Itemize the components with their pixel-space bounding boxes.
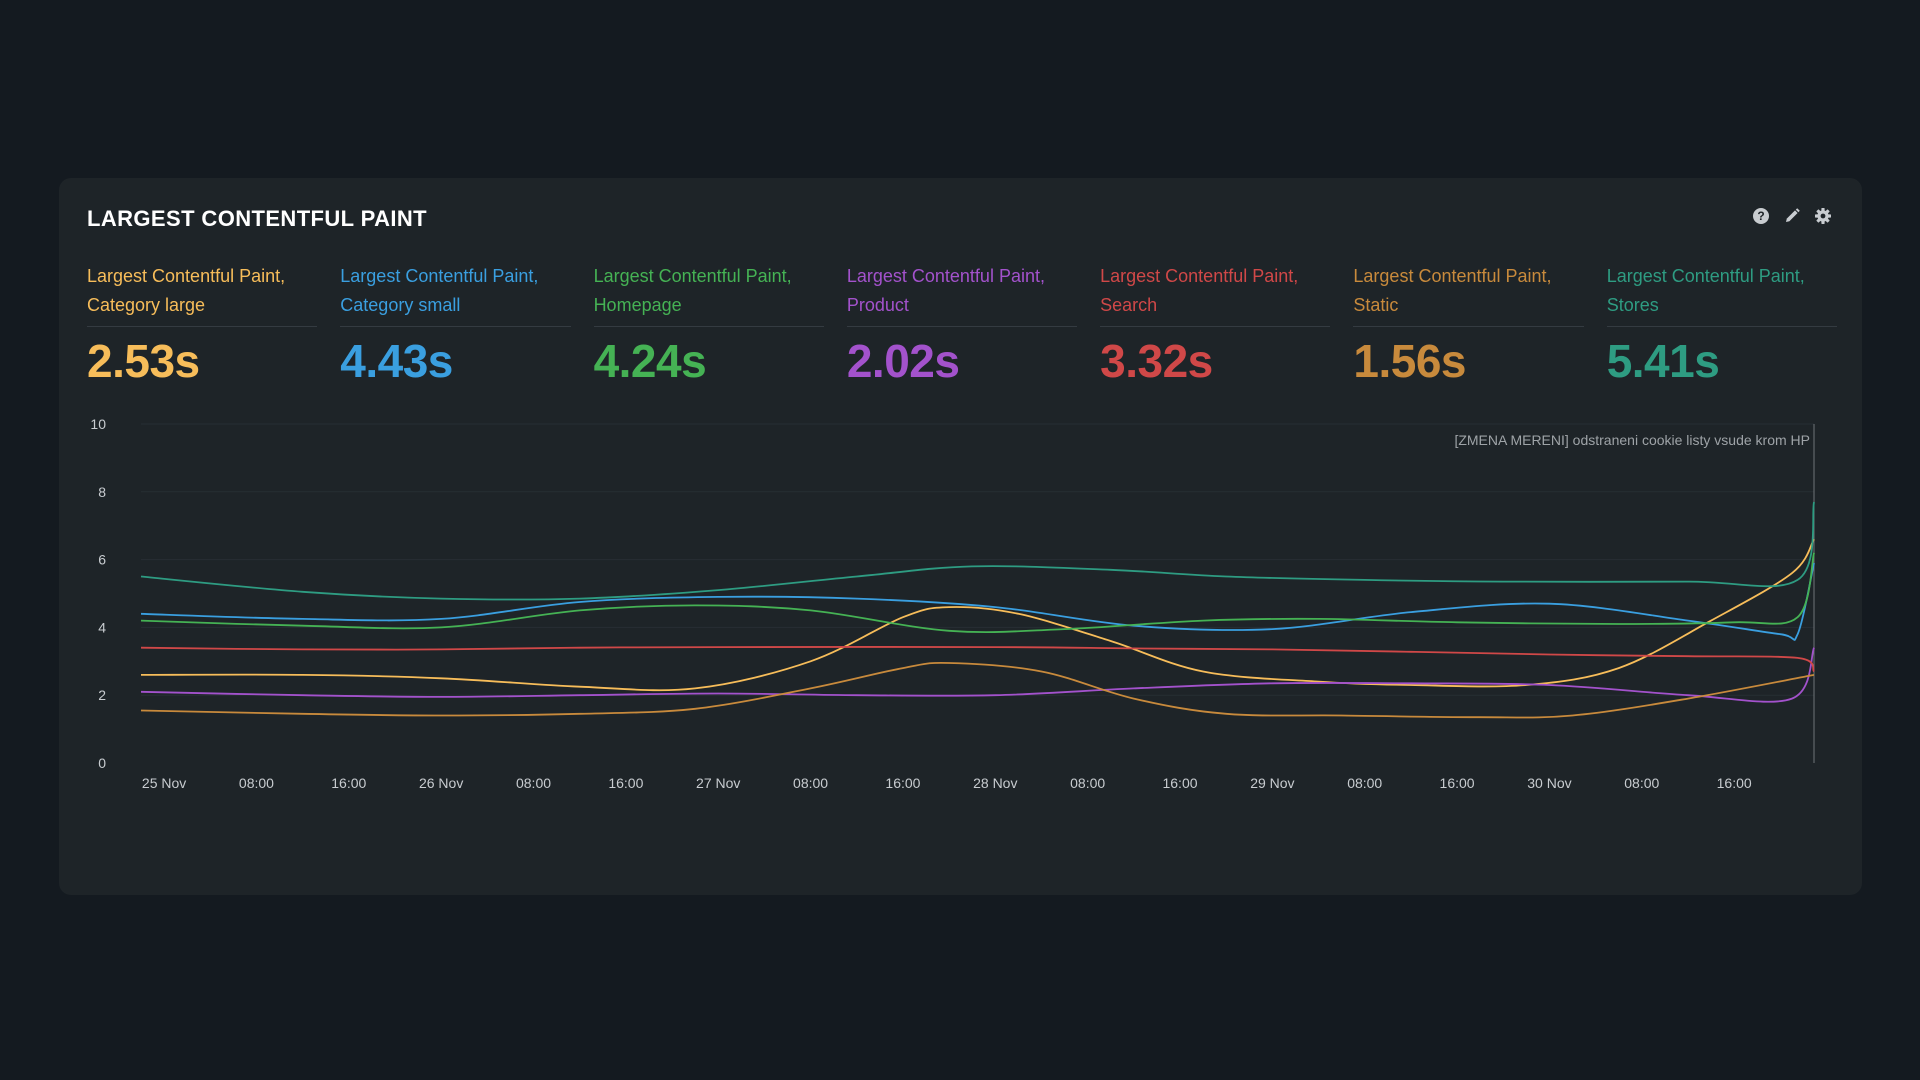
x-tick-label: 08:00 xyxy=(793,775,828,791)
panel-toolbar: ? xyxy=(1752,207,1832,225)
y-tick-label: 8 xyxy=(98,484,106,500)
metric-label: Largest Contentful Paint, Homepage xyxy=(593,262,824,327)
y-tick-label: 10 xyxy=(90,416,106,432)
metric-value: 4.24s xyxy=(593,335,707,387)
x-tick-label: 16:00 xyxy=(608,775,643,791)
metric-category-small: Largest Contentful Paint, Category small… xyxy=(340,262,571,387)
metric-label: Largest Contentful Paint, Category small xyxy=(340,262,571,327)
settings-icon[interactable] xyxy=(1814,207,1832,225)
series-line-5 xyxy=(140,646,1815,673)
x-tick-label: 16:00 xyxy=(1162,775,1197,791)
metric-summary: Largest Contentful Paint, Category large… xyxy=(87,262,1837,387)
series-line-2 xyxy=(140,562,1815,641)
series-line-7 xyxy=(140,501,1815,601)
metric-label: Largest Contentful Paint, Search xyxy=(1100,262,1331,327)
x-tick-label: 30 Nov xyxy=(1527,775,1571,791)
y-tick-label: 6 xyxy=(98,552,106,568)
x-tick-label: 08:00 xyxy=(1070,775,1105,791)
x-tick-label: 16:00 xyxy=(1717,775,1752,791)
edit-icon[interactable] xyxy=(1783,207,1801,225)
metric-stores: Largest Contentful Paint, Stores 5.41s xyxy=(1606,262,1837,387)
x-tick-label: 28 Nov xyxy=(973,775,1017,791)
lcp-panel: LARGEST CONTENTFUL PAINT ? xyxy=(59,178,1862,895)
series-line-1 xyxy=(140,538,1815,692)
metric-value: 5.41s xyxy=(1606,335,1720,387)
metric-label: Largest Contentful Paint, Static xyxy=(1353,262,1584,327)
x-tick-label: 08:00 xyxy=(516,775,551,791)
svg-text:?: ? xyxy=(1757,209,1764,223)
metric-static: Largest Contentful Paint, Static 1.56s xyxy=(1353,262,1584,387)
metric-homepage: Largest Contentful Paint, Homepage 4.24s xyxy=(593,262,824,387)
metric-label: Largest Contentful Paint, Category large xyxy=(87,262,318,327)
annotation-label: [ZMENA MERENI] odstraneni cookie listy v… xyxy=(1454,432,1810,448)
metric-value: 4.43s xyxy=(340,335,453,387)
series-line-3 xyxy=(140,552,1815,634)
metric-value: 3.32s xyxy=(1100,335,1213,387)
x-tick-label: 27 Nov xyxy=(696,775,740,791)
x-tick-label: 08:00 xyxy=(1347,775,1382,791)
x-tick-label: 26 Nov xyxy=(419,775,463,791)
metric-category-large: Largest Contentful Paint, Category large… xyxy=(87,262,318,387)
panel-title: LARGEST CONTENTFUL PAINT xyxy=(87,206,427,231)
metric-product: Largest Contentful Paint, Product 2.02s xyxy=(846,262,1078,387)
metric-label: Largest Contentful Paint, Stores xyxy=(1606,262,1837,327)
lcp-line-chart: 0 2 4 6 8 10 25 Nov 08:00 16:00 26 Nov 08:00 16:00 2… xyxy=(90,416,1815,791)
x-tick-label: 29 Nov xyxy=(1250,775,1294,791)
x-tick-label: 08:00 xyxy=(1624,775,1659,791)
metric-search: Largest Contentful Paint, Search 3.32s xyxy=(1100,262,1331,387)
metric-value: 2.53s xyxy=(87,335,200,387)
series-line-6 xyxy=(140,661,1815,719)
metric-value: 2.02s xyxy=(846,335,960,387)
help-icon[interactable]: ? xyxy=(1752,207,1770,225)
y-tick-label: 4 xyxy=(98,619,106,635)
x-tick-label: 08:00 xyxy=(239,775,274,791)
metric-label: Largest Contentful Paint, Product xyxy=(846,262,1078,327)
x-tick-label: 16:00 xyxy=(885,775,920,791)
x-tick-label: 16:00 xyxy=(1440,775,1475,791)
y-tick-label: 2 xyxy=(98,687,106,703)
x-tick-label: 25 Nov xyxy=(142,775,186,791)
series-line-4 xyxy=(140,647,1815,703)
y-tick-label: 0 xyxy=(98,755,106,771)
x-tick-label: 16:00 xyxy=(331,775,366,791)
metric-value: 1.56s xyxy=(1353,335,1467,387)
